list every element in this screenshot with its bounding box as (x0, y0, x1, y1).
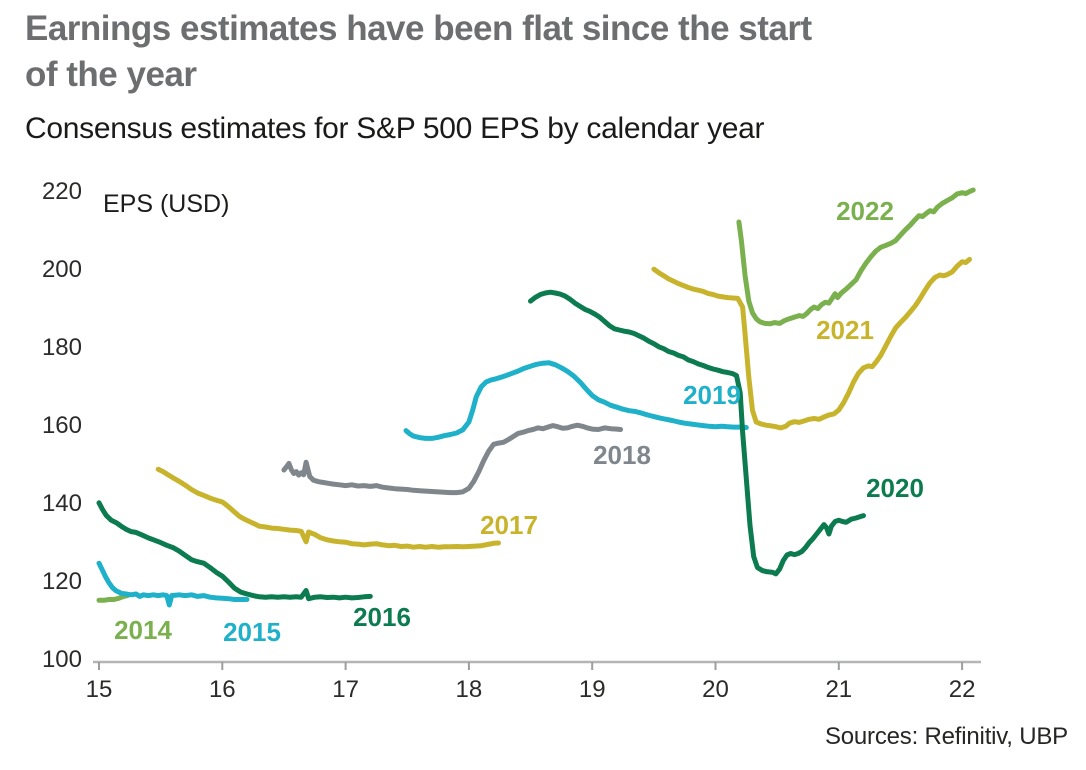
y-tick-label-180: 180 (42, 334, 82, 361)
series-line-2014 (96, 593, 130, 603)
x-tick-label-15: 15 (86, 676, 113, 703)
x-tick-label-21: 21 (825, 676, 852, 703)
series-lines (96, 187, 976, 608)
series-label-2022: 2022 (836, 196, 894, 226)
x-tick-label-18: 18 (456, 676, 483, 703)
chart-subtitle: Consensus estimates for S&P 500 EPS by c… (25, 112, 765, 145)
y-axis-labels: 100 120 140 160 180 200 220 (42, 178, 82, 673)
chart-title-line2: of the year (25, 55, 197, 94)
series-label-2021: 2021 (816, 315, 874, 345)
series-label-2014: 2014 (114, 615, 172, 645)
x-tick-label-19: 19 (579, 676, 606, 703)
series-line-2015 (96, 560, 250, 608)
x-axis: 15 16 17 18 19 20 21 22 (86, 660, 981, 703)
x-tick-label-20: 20 (702, 676, 729, 703)
series-line-2022 (736, 187, 976, 327)
series-label-2020: 2020 (866, 473, 924, 503)
chart-title: Earnings estimates have been flat since … (25, 6, 975, 98)
series-labels: 2014 2015 2016 2017 2018 2019 2020 2021 2022 (114, 196, 924, 647)
series-line-2018 (281, 422, 624, 496)
chart-title-line1: Earnings estimates have been flat since … (25, 9, 812, 48)
y-tick-label-120: 120 (42, 568, 82, 595)
series-label-2015: 2015 (223, 617, 281, 647)
y-axis-unit-label: EPS (USD) (103, 190, 229, 218)
series-line-2021 (651, 256, 972, 431)
x-tick-label-17: 17 (332, 676, 359, 703)
series-label-2016: 2016 (353, 602, 411, 632)
series-line-2016 (96, 500, 373, 602)
series-label-2017: 2017 (480, 510, 538, 540)
y-tick-label-220: 220 (42, 178, 82, 205)
series-label-2019: 2019 (683, 380, 741, 410)
x-tick-label-16: 16 (209, 676, 236, 703)
y-tick-label-140: 140 (42, 490, 82, 517)
x-tick-label-22: 22 (949, 676, 976, 703)
series-line-2020 (528, 289, 866, 577)
series-line-2017 (155, 466, 501, 550)
series-label-2018: 2018 (593, 440, 651, 470)
series-line-2019 (403, 360, 749, 441)
y-tick-label-200: 200 (42, 256, 82, 283)
y-tick-label-100: 100 (42, 646, 82, 673)
y-tick-label-160: 160 (42, 412, 82, 439)
source-attribution: Sources: Refinitiv, UBP (824, 723, 1068, 750)
